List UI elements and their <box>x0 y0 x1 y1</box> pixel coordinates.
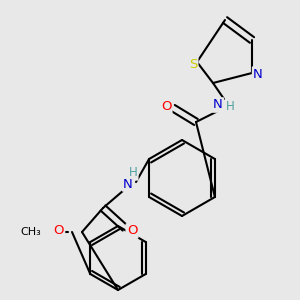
Text: N: N <box>123 178 133 190</box>
Text: O: O <box>127 224 137 238</box>
Text: CH₃: CH₃ <box>20 227 41 237</box>
Text: N: N <box>253 68 263 80</box>
Text: N: N <box>213 98 223 112</box>
Text: H: H <box>226 100 234 113</box>
Text: H: H <box>129 167 137 179</box>
Text: S: S <box>189 58 197 70</box>
Text: O: O <box>161 100 171 113</box>
Text: O: O <box>53 224 64 238</box>
